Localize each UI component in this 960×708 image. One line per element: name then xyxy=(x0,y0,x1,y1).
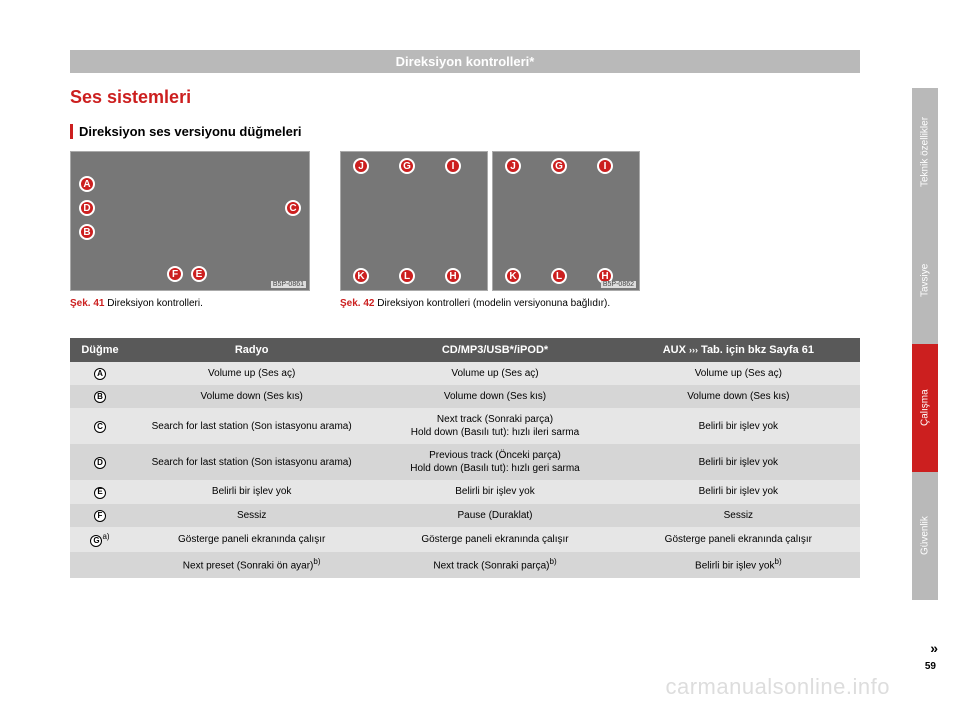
badge-l-r: L xyxy=(551,268,567,284)
cell-cd: Next track (Sonraki parça)Hold down (Bas… xyxy=(373,408,616,444)
cell-radio: Belirli bir işlev yok xyxy=(130,480,373,503)
cell-radio: Next preset (Sonraki ön ayar)b) xyxy=(130,552,373,577)
cell-radio: Volume down (Ses kıs) xyxy=(130,385,373,408)
cell-aux: Belirli bir işlev yok xyxy=(617,444,860,480)
badge-j-r: J xyxy=(505,158,521,174)
th-aux-prefix: AUX xyxy=(663,344,689,356)
cell-cd: Gösterge paneli ekranında çalışır xyxy=(373,527,616,553)
tab-operation[interactable]: Çalışma xyxy=(912,344,938,472)
table-header-row: Düğme Radyo CD/MP3/USB*/iPOD* AUX ››› Ta… xyxy=(70,338,860,362)
th-button: Düğme xyxy=(70,338,130,362)
figure-42-tag: B5P-0862 xyxy=(601,281,636,288)
heading-steering-buttons: Direksiyon ses versiyonu düğmeleri xyxy=(70,124,860,139)
cell-aux: Sessiz xyxy=(617,504,860,527)
heading-audio-systems: Ses sistemleri xyxy=(70,87,860,108)
table-row: Ga) Gösterge paneli ekranında çalışır Gö… xyxy=(70,527,860,553)
section-header: Direksiyon kontrolleri* xyxy=(70,50,860,73)
badge-e: E xyxy=(191,266,207,282)
badge-i-r: I xyxy=(597,158,613,174)
cell-cd: Volume up (Ses aç) xyxy=(373,362,616,385)
table-row: E Belirli bir işlev yok Belirli bir işle… xyxy=(70,480,860,503)
figure-42-left: J G I K L H xyxy=(340,151,488,291)
watermark: carmanualsonline.info xyxy=(665,674,890,700)
badge-i-l: I xyxy=(445,158,461,174)
figure-41: A D B C F E B5P-0861 Şek. 41 Direksiyon … xyxy=(70,151,310,310)
cell-cd: Volume down (Ses kıs) xyxy=(373,385,616,408)
page-number: 59 xyxy=(925,661,936,672)
th-cd: CD/MP3/USB*/iPOD* xyxy=(373,338,616,362)
cell-radio: Volume up (Ses aç) xyxy=(130,362,373,385)
th-radio: Radyo xyxy=(130,338,373,362)
row-letter: G xyxy=(90,535,102,547)
figures-row: A D B C F E B5P-0861 Şek. 41 Direksiyon … xyxy=(70,151,860,310)
cell-cd: Previous track (Önceki parça)Hold down (… xyxy=(373,444,616,480)
figure-42-ref: Şek. 42 xyxy=(340,298,374,309)
table-row: Next preset (Sonraki ön ayar)b) Next tra… xyxy=(70,552,860,577)
row-letter: A xyxy=(94,368,106,380)
row-letter: C xyxy=(94,421,106,433)
cell-aux: Gösterge paneli ekranında çalışır xyxy=(617,527,860,553)
cell-aux: Belirli bir işlev yok xyxy=(617,480,860,503)
figure-41-image: A D B C F E B5P-0861 xyxy=(70,151,310,291)
figure-41-caption: Şek. 41 Direksiyon kontrolleri. xyxy=(70,297,310,310)
badge-d: D xyxy=(79,200,95,216)
triangle-icon: ››› xyxy=(689,345,698,355)
badge-j-l: J xyxy=(353,158,369,174)
cell-aux: Volume up (Ses aç) xyxy=(617,362,860,385)
tab-advice[interactable]: Tavsiye xyxy=(912,216,938,344)
cell-radio: Gösterge paneli ekranında çalışır xyxy=(130,527,373,553)
badge-g-l: G xyxy=(399,158,415,174)
figure-42-text: Direksiyon kontrolleri (modelin versiyon… xyxy=(374,298,610,309)
table-row: A Volume up (Ses aç) Volume up (Ses aç) … xyxy=(70,362,860,385)
figure-41-text: Direksiyon kontrolleri. xyxy=(104,298,202,309)
figure-41-ref: Şek. 41 xyxy=(70,298,104,309)
row-letter: E xyxy=(94,487,106,499)
row-letter: F xyxy=(94,510,106,522)
badge-f: F xyxy=(167,266,183,282)
cell-radio: Search for last station (Son istasyonu a… xyxy=(130,408,373,444)
badge-k-r: K xyxy=(505,268,521,284)
badge-a: A xyxy=(79,176,95,192)
figure-42-right: J G I K L H B5P-0862 xyxy=(492,151,640,291)
cell-aux: Belirli bir işlev yok xyxy=(617,408,860,444)
table-row: B Volume down (Ses kıs) Volume down (Ses… xyxy=(70,385,860,408)
th-aux: AUX ››› Tab. için bkz Sayfa 61 xyxy=(617,338,860,362)
badge-g-r: G xyxy=(551,158,567,174)
figure-41-tag: B5P-0861 xyxy=(271,281,306,288)
badge-c: C xyxy=(285,200,301,216)
badge-b: B xyxy=(79,224,95,240)
continue-arrows: » xyxy=(930,640,938,656)
badge-k-l: K xyxy=(353,268,369,284)
table-row: C Search for last station (Son istasyonu… xyxy=(70,408,860,444)
table-row: D Search for last station (Son istasyonu… xyxy=(70,444,860,480)
tab-safety[interactable]: Güvenlik xyxy=(912,472,938,600)
cell-aux: Belirli bir işlev yokb) xyxy=(617,552,860,577)
side-tabs: Teknik özellikler Tavsiye Çalışma Güvenl… xyxy=(912,88,938,600)
cell-radio: Sessiz xyxy=(130,504,373,527)
functions-table: Düğme Radyo CD/MP3/USB*/iPOD* AUX ››› Ta… xyxy=(70,338,860,578)
table-row: F Sessiz Pause (Duraklat) Sessiz xyxy=(70,504,860,527)
row-letter: B xyxy=(94,391,106,403)
cell-cd: Pause (Duraklat) xyxy=(373,504,616,527)
cell-cd: Belirli bir işlev yok xyxy=(373,480,616,503)
badge-l-l: L xyxy=(399,268,415,284)
figure-42-image: J G I K L H J G I K L H B5P-0862 xyxy=(340,151,640,291)
cell-radio: Search for last station (Son istasyonu a… xyxy=(130,444,373,480)
table-body: A Volume up (Ses aç) Volume up (Ses aç) … xyxy=(70,362,860,578)
row-sup: a) xyxy=(102,532,109,541)
figure-42-caption: Şek. 42 Direksiyon kontrolleri (modelin … xyxy=(340,297,640,310)
badge-h-l: H xyxy=(445,268,461,284)
cell-cd: Next track (Sonraki parça)b) xyxy=(373,552,616,577)
figure-42: J G I K L H J G I K L H B5P-0862 xyxy=(340,151,640,310)
tab-technical[interactable]: Teknik özellikler xyxy=(912,88,938,216)
row-letter: D xyxy=(94,457,106,469)
th-aux-suffix: Tab. için bkz Sayfa 61 xyxy=(698,344,814,356)
cell-aux: Volume down (Ses kıs) xyxy=(617,385,860,408)
